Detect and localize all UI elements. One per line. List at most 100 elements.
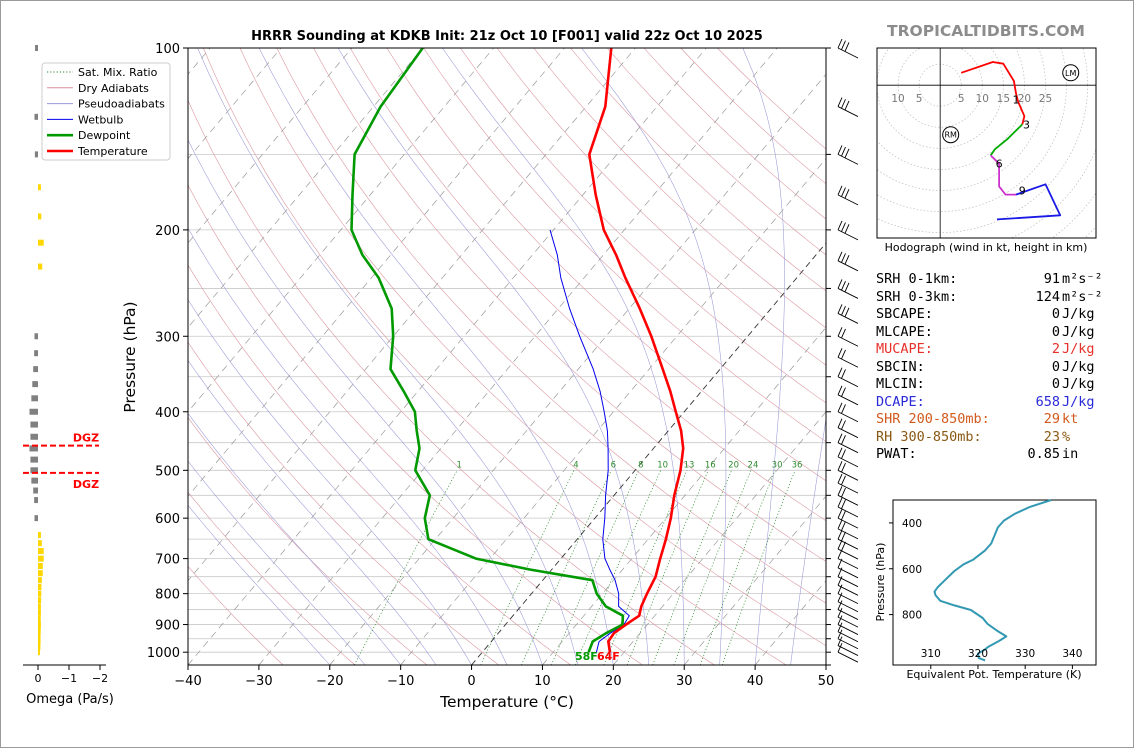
wind-barb-staff [837,335,859,347]
isotherm--10 [400,158,826,665]
wind-barb-staff [837,394,859,406]
dry-adiabat-80 [349,48,826,522]
wind-barb [837,519,859,540]
pseudoadiabat-40 [742,48,785,665]
wind-barb [837,607,859,628]
legend: Sat. Mix. Ratio Dry Adiabats Pseudoadiabat… [41,62,171,161]
omega-bar [33,487,38,494]
stat-value: 658 [1035,393,1060,410]
pseudoadiabat-5 [188,227,508,665]
mixing-ratio-line-13 [603,470,688,665]
wind-barb-flag [844,189,850,199]
mixing-ratio-label: 20 [728,460,739,470]
wind-barb [837,402,859,423]
wind-barb-flag [841,487,846,498]
legend-box [41,62,171,161]
isotherm-10 [542,326,826,665]
wind-barb-flag [841,521,846,531]
wind-barb-flag [841,187,846,197]
legend-label: Temperature [77,145,148,158]
wind-barb-flag [841,420,846,430]
omega-axis-label: Omega (Pa/s) [26,692,114,707]
wind-barb-flag [844,42,850,52]
omega-bar [38,584,42,591]
mixing-ratio-line-1 [353,470,458,665]
stat-label: SRH 0-3km: [876,288,958,305]
omega-bar [38,547,44,554]
theta-e-xlabel: Equivalent Pot. Temperature (K) [906,668,1081,681]
y-tick-label: 200 [155,224,180,239]
isotherm--30 [258,48,778,665]
mixing-ratio-line-4 [480,470,575,665]
pseudoadiabat--5 [188,359,437,665]
wind-barb-staff [837,645,859,656]
omega-bar [38,562,43,569]
wind-barb [837,497,859,518]
stat-value: 0 [1051,376,1060,392]
wind-barb-staff [837,47,859,59]
omega-bar [38,540,42,547]
wind-barb-flag [841,387,846,397]
wind-barb-flag [837,327,843,337]
omega-bar [38,570,43,577]
wind-barb-staff [837,411,859,423]
stat-unit: % [1062,428,1071,445]
hodograph-marker-lm: LM [1065,69,1076,78]
wind-barb-flag [837,304,843,314]
mixing-ratio-label: 4 [573,460,578,470]
omega-bar [38,590,42,597]
theta-e-y-tick-label: 400 [902,518,922,530]
stat-label: SBCAPE: [876,306,933,322]
stat-unit: J/kg [1062,306,1095,322]
mixing-ratio-label: 10 [657,460,668,470]
wind-barb [837,327,859,347]
legend-label: Pseudoadiabats [78,98,165,111]
stat-row: SRH 0-1km: 91 m²s⁻² [876,271,1103,289]
wind-barb [837,508,859,529]
dry-adiabat-60 [276,48,826,604]
omega-bar [33,366,38,373]
isotherm--60 [188,48,565,497]
wind-barb [837,279,859,299]
wind-barb-flag [837,615,843,625]
wind-barb-flag [837,385,843,396]
wind-barb [837,600,859,620]
wind-barb-flag [837,629,843,639]
omega-bar [34,497,38,504]
dry-adiabat-120 [496,48,826,366]
isotherm-0 [471,242,826,665]
stat-row: RH 300-850mb: 23% [876,429,1096,447]
omega-bar [38,263,43,270]
omega-bar [34,333,38,340]
omega-bar [38,615,41,622]
dry-adiabat-110 [460,48,826,404]
wind-barb-staff [837,528,859,540]
wind-barb-staff [837,601,859,613]
wind-barb-flag [837,600,843,610]
omega-tick-label: 0 [35,672,42,685]
wind-barb-flag [837,461,843,471]
wind-barb [837,304,859,324]
hodograph-height-label: 6 [996,158,1003,171]
wind-barb-flag [837,622,843,632]
stat-label: SHR 200-850mb: [876,411,990,427]
wind-barb [837,185,859,206]
wind-barb [837,348,859,368]
stat-value: 0 [1051,323,1060,340]
theta-e-y-tick-label: 600 [902,564,922,576]
x-tick-label: −40 [174,674,201,689]
dry-adiabat--30 [188,566,284,665]
wind-barb [837,549,859,570]
wind-barb-flag [837,251,843,261]
wind-barb-flag [837,97,843,107]
stat-unit: m²s⁻² [1062,271,1103,287]
stat-row: DCAPE: 658 J/kg [876,394,1096,412]
omega-panel: DGZ DGZ 0 −1 −2 Omega (Pa/s) [23,45,114,707]
theta-e-ylabel: Pressure (hPa) [874,543,887,622]
dry-adiabat-90 [386,48,826,482]
hodograph-ring-label: 10 [891,93,904,105]
wind-barb [837,97,859,117]
x-axis-label: Temperature (°C) [439,693,574,711]
omega-bar [38,649,40,656]
wind-barb [837,636,859,656]
